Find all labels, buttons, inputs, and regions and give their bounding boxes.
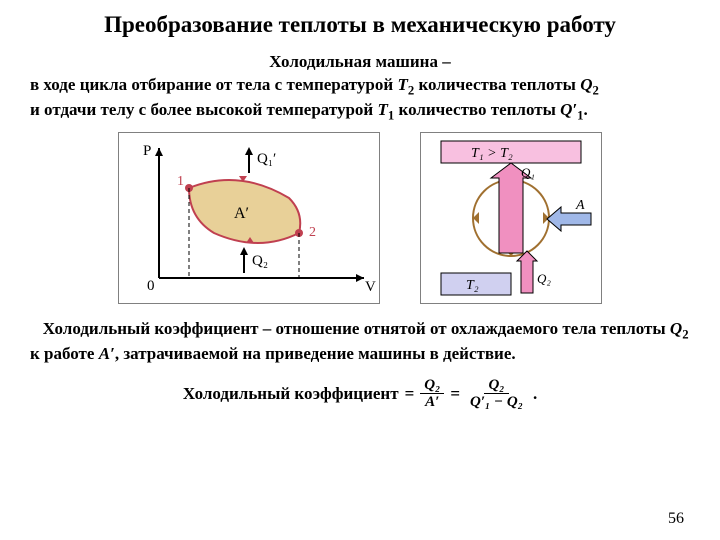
definition: Холодильный коэффициент – отношение отня…: [30, 318, 690, 365]
label-pt2: 2: [309, 225, 316, 240]
eq1: =: [405, 384, 415, 404]
frac2-num: Q₂: [484, 377, 508, 395]
label-Aprime: A′: [234, 205, 249, 222]
Q2d: Q: [670, 319, 682, 338]
dot1: .: [584, 100, 588, 119]
label-O: 0: [147, 278, 155, 294]
eq2: =: [450, 384, 460, 404]
p2b: количество теплоты: [394, 100, 560, 119]
block-svg: T₁ > T₂ T₂ Q₁ Q₂ A: [421, 133, 601, 303]
T1: T: [377, 100, 387, 119]
paragraph-1: в ходе цикла отбирание от тела с темпера…: [30, 74, 690, 124]
label-V: V: [365, 279, 376, 295]
Q2dsub: 2: [682, 327, 688, 341]
label-T1T2: T₁ > T₂: [471, 146, 513, 161]
label-Q2b: Q₂: [537, 271, 551, 286]
p2a: и отдачи телу с более высокой температур…: [30, 100, 377, 119]
label-Q2d: Q₂: [252, 253, 268, 269]
frac2-den: Q′₁ − Q₂: [466, 394, 527, 411]
p1b: количества теплоты: [414, 75, 580, 94]
Q2: Q: [580, 75, 592, 94]
frac1-num: Q₂: [420, 377, 444, 395]
pv-svg: P V 0 1 2 A′ Q₁′: [119, 133, 379, 303]
frac2: Q₂ Q′₁ − Q₂: [466, 377, 527, 411]
page-number: 56: [668, 510, 684, 528]
label-pt1: 1: [177, 174, 184, 189]
label-A: A: [575, 198, 585, 213]
arrow-Q2: [517, 251, 537, 293]
frac1-den: A′: [421, 394, 443, 411]
block-diagram: T₁ > T₂ T₂ Q₁ Q₂ A: [420, 132, 602, 304]
frac1: Q₂ A′: [420, 377, 444, 411]
slide-title: Преобразование теплоты в механическую ра…: [30, 12, 690, 38]
label-Q1p: Q₁′: [257, 151, 276, 167]
def-b: к работе: [30, 344, 99, 363]
formula-label: Холодильный коэффициент: [183, 384, 399, 404]
dot2: .: [533, 384, 537, 404]
def-a: Холодильный коэффициент – отношение отня…: [43, 319, 670, 338]
def-c: , затрачиваемой на приведение машины в д…: [115, 344, 516, 363]
formula: Холодильный коэффициент = Q₂ A′ = Q₂ Q′₁…: [30, 377, 690, 411]
p1a: в ходе цикла отбирание от тела с темпера…: [30, 75, 397, 94]
pv-diagram: P V 0 1 2 A′ Q₁′: [118, 132, 380, 304]
T2: T: [397, 75, 407, 94]
Q2sub: 2: [592, 83, 598, 97]
Q1p: Q′: [560, 100, 577, 119]
label-T2b: T₂: [466, 278, 479, 293]
slide-subtitle: Холодильная машина –: [30, 52, 690, 72]
Apr: A′: [99, 344, 115, 363]
label-Q1b: Q₁: [521, 165, 535, 180]
diagram-row: P V 0 1 2 A′ Q₁′: [30, 132, 690, 304]
label-P: P: [143, 143, 151, 159]
